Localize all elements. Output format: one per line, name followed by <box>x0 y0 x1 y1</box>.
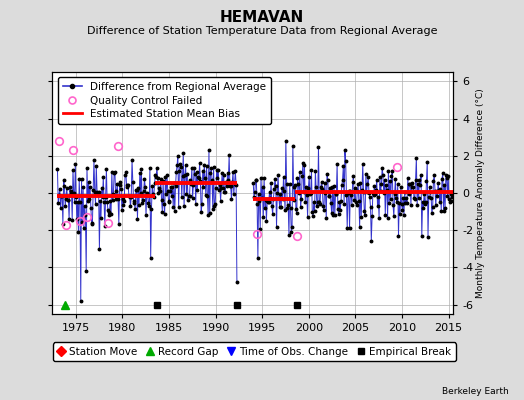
Legend: Difference from Regional Average, Quality Control Failed, Estimated Station Mean: Difference from Regional Average, Qualit… <box>58 77 271 124</box>
Text: Berkeley Earth: Berkeley Earth <box>442 387 508 396</box>
Text: Difference of Station Temperature Data from Regional Average: Difference of Station Temperature Data f… <box>87 26 437 36</box>
Text: HEMAVAN: HEMAVAN <box>220 10 304 25</box>
Y-axis label: Monthly Temperature Anomaly Difference (°C): Monthly Temperature Anomaly Difference (… <box>476 88 485 298</box>
Legend: Station Move, Record Gap, Time of Obs. Change, Empirical Break: Station Move, Record Gap, Time of Obs. C… <box>52 342 456 361</box>
